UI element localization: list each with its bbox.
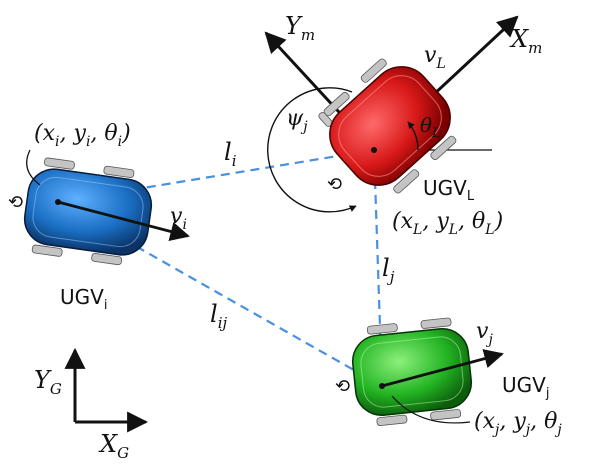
follower-j-wheel: [420, 317, 452, 329]
follower-i-rotation-icon: ⟲: [8, 192, 23, 213]
follower-i-wheel: [103, 165, 135, 178]
bearing-arc: [267, 87, 357, 213]
leader-velocity-label: vL: [424, 43, 446, 72]
follower-i-pose-label: (xi, yi, θi): [34, 121, 131, 150]
moving-y-label: Ym: [285, 12, 315, 44]
follower-j-wheel: [430, 409, 462, 421]
follower-j-wheel: [366, 323, 398, 335]
leader-robot: θL vL ψj UGVL (xL, yL, θL) ⟲: [267, 43, 503, 238]
leader-heading-label: θL: [420, 113, 441, 141]
follower-i-velocity-arrow: [57, 200, 190, 242]
follower-i-body: [23, 168, 153, 256]
follower-j-pose-pointer: [391, 395, 471, 424]
follower-j-pose-label: (xj, yj, θj: [474, 409, 562, 438]
global-y-label: YG: [34, 366, 62, 398]
follower-i-wheel: [31, 244, 63, 257]
global-x-label: XG: [98, 430, 129, 462]
follower-j-wheel: [376, 414, 408, 427]
follower-i-wheel: [44, 157, 75, 170]
leader-wheel: [360, 58, 387, 83]
leader-center-point: [371, 147, 377, 153]
bearing-label: ψj: [286, 106, 308, 135]
leader-wheel: [430, 135, 457, 161]
follower-j-center-point: [379, 383, 385, 389]
leader-pose-label: (xL, yL, θL): [392, 209, 503, 238]
follower-i-pose-pointer: [26, 149, 41, 186]
leader-theta-arc: [407, 121, 419, 151]
follower-j-rotation-icon: ⟲: [335, 376, 350, 397]
follower-j-robot: ⟲ vj UGVj (xj, yj, θj: [335, 317, 562, 438]
leader-wheel: [323, 91, 350, 117]
leader-body: [329, 66, 451, 186]
follower-i-wheel: [91, 252, 123, 266]
link-lj-label: lj: [382, 254, 395, 286]
link-labels: li lj lij: [210, 138, 395, 332]
link-lij-label: lij: [210, 300, 227, 332]
follower-j-velocity-label: vj: [476, 319, 493, 348]
follower-i-robot: ⟲ vi (xi, yi, θi) UGVi: [8, 121, 190, 313]
leader-wheel: [393, 169, 420, 194]
follower-i-name-label: UGVi: [60, 285, 107, 313]
leader-rotation-icon: ⟲: [327, 174, 342, 195]
follower-i-velocity-label: vi: [170, 204, 187, 233]
follower-j-name-label: UGVj: [502, 373, 549, 401]
follower-i-center-point: [55, 199, 61, 205]
global-frame: YG XG: [34, 347, 149, 462]
leader-name-label: UGVL: [423, 176, 475, 204]
follower-j-body: [351, 327, 473, 417]
link-li-label: li: [224, 138, 237, 170]
moving-x-label: Xm: [509, 25, 542, 57]
follower-j-velocity-arrow: [381, 349, 504, 388]
